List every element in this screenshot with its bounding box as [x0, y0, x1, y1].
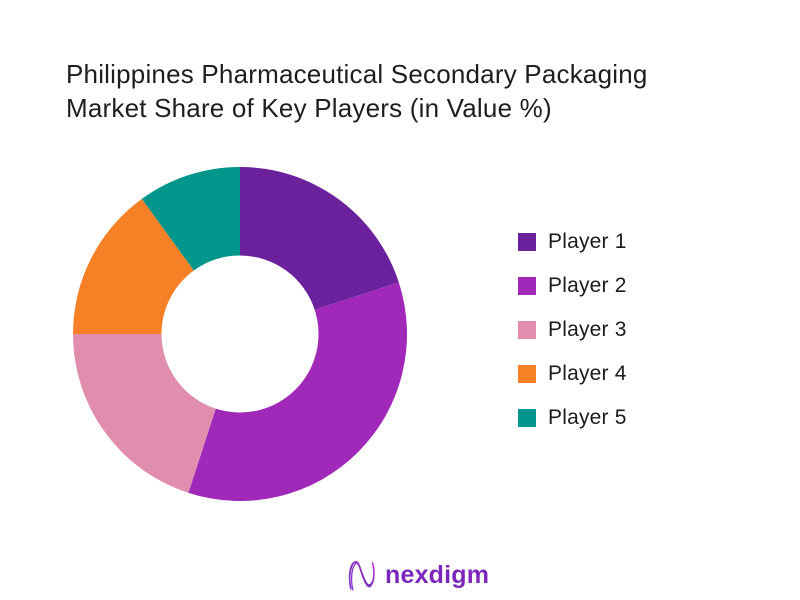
chart-title-line1: Philippines Pharmaceutical Secondary Pac…: [66, 59, 648, 89]
legend-item-5: Player 5: [518, 406, 627, 429]
legend-swatch: [518, 277, 536, 295]
donut-slice-player-3: [73, 334, 216, 493]
legend-label: Player 3: [548, 318, 627, 341]
legend-item-1: Player 1: [518, 230, 627, 253]
legend-item-3: Player 3: [518, 318, 627, 341]
donut-slice-player-5: [141, 167, 240, 271]
chart-title-line2: Market Share of Key Players (in Value %): [66, 93, 552, 123]
donut-chart-svg: [73, 167, 408, 502]
legend-label: Player 5: [548, 406, 627, 429]
legend-swatch: [518, 233, 536, 251]
legend-label: Player 4: [548, 362, 627, 385]
chart-title: Philippines Pharmaceutical Secondary Pac…: [66, 57, 648, 125]
legend-swatch: [518, 409, 536, 427]
donut-slice-player-2: [188, 282, 408, 502]
donut-chart: [73, 167, 408, 502]
chart-legend: Player 1 Player 2 Player 3 Player 4 Player 5: [518, 230, 627, 451]
legend-swatch: [518, 321, 536, 339]
legend-item-4: Player 4: [518, 362, 627, 385]
brand-name: nexdigm: [385, 560, 490, 589]
brand-footer: nexdigm: [346, 556, 489, 594]
donut-slice-player-4: [73, 198, 194, 334]
legend-label: Player 1: [548, 230, 627, 253]
legend-item-2: Player 2: [518, 274, 627, 297]
nexdigm-logo-icon: [348, 561, 375, 591]
legend-label: Player 2: [548, 274, 627, 297]
legend-swatch: [518, 365, 536, 383]
donut-slice-player-1: [240, 167, 399, 310]
